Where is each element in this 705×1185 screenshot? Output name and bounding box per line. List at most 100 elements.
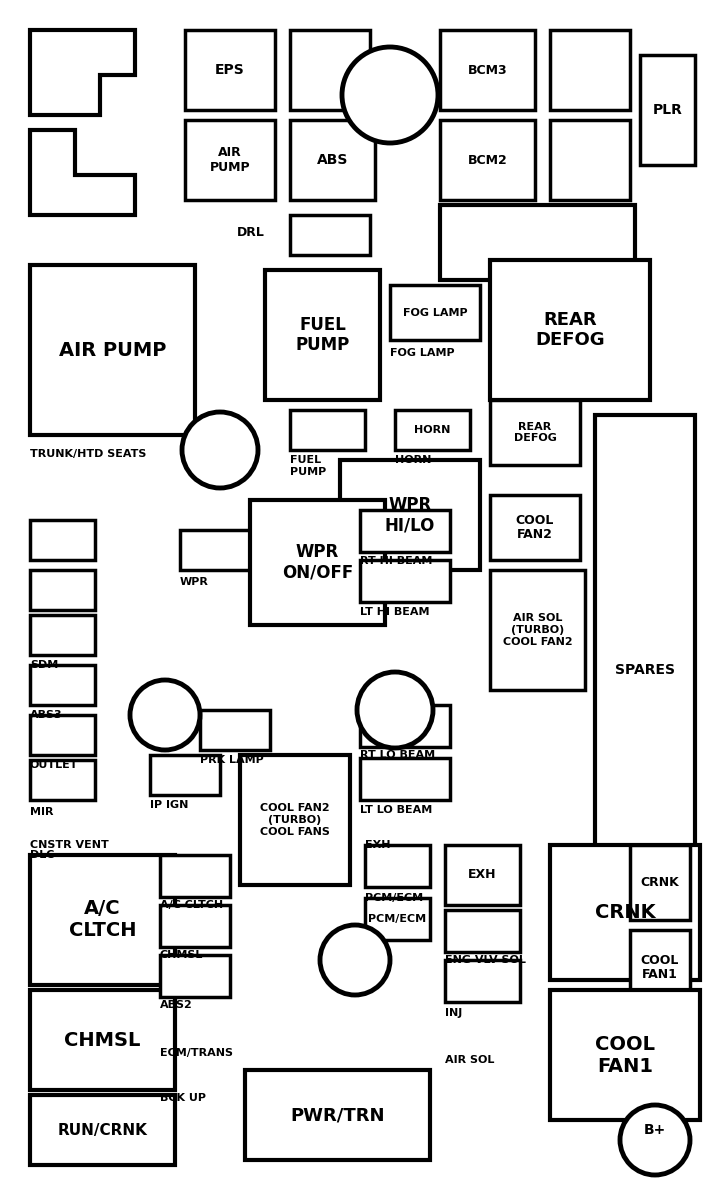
Text: DLC: DLC	[30, 850, 54, 860]
Text: PLR: PLR	[653, 103, 682, 117]
Text: CHMSL: CHMSL	[160, 950, 203, 960]
Text: MIR: MIR	[30, 807, 54, 816]
Bar	[290, 214, 370, 255]
Polygon shape	[30, 30, 135, 115]
Bar	[150, 755, 220, 795]
Bar	[490, 401, 580, 465]
Text: B+: B+	[644, 1123, 666, 1136]
Bar	[550, 30, 630, 110]
Bar	[445, 845, 520, 905]
Bar	[30, 856, 175, 985]
Bar	[360, 758, 450, 800]
Bar	[200, 710, 270, 750]
Text: ABS2: ABS2	[160, 1000, 192, 1010]
Text: REAR
DEFOG: REAR DEFOG	[535, 310, 605, 350]
Bar	[250, 500, 385, 624]
Bar	[240, 755, 350, 885]
Bar	[595, 415, 695, 925]
Text: COOL
FAN1: COOL FAN1	[595, 1035, 655, 1076]
Text: FOG LAMP: FOG LAMP	[403, 307, 467, 318]
Ellipse shape	[130, 680, 200, 750]
Text: TRUNK/HTD SEATS: TRUNK/HTD SEATS	[30, 449, 147, 459]
Text: INJ: INJ	[445, 1008, 462, 1018]
Text: PCM/ECM: PCM/ECM	[365, 893, 423, 903]
Ellipse shape	[182, 412, 258, 488]
Text: EXH: EXH	[468, 869, 497, 882]
Text: BCM2: BCM2	[467, 154, 508, 167]
Bar	[340, 460, 480, 570]
Bar	[160, 856, 230, 897]
Bar	[30, 665, 95, 705]
Bar	[30, 265, 195, 435]
Text: BCM3: BCM3	[467, 64, 508, 77]
Bar	[265, 270, 380, 401]
Bar	[360, 510, 450, 552]
Bar	[630, 930, 690, 1005]
Text: WPR
HI/LO: WPR HI/LO	[385, 495, 435, 534]
Bar	[290, 30, 370, 110]
Bar	[30, 715, 95, 755]
Text: LT LO BEAM: LT LO BEAM	[360, 805, 432, 815]
Text: ECM/TRANS: ECM/TRANS	[160, 1048, 233, 1058]
Bar	[550, 989, 700, 1120]
Text: COOL
FAN2: COOL FAN2	[516, 513, 554, 542]
Text: SDM: SDM	[30, 660, 59, 670]
Bar	[445, 910, 520, 952]
Bar	[490, 495, 580, 561]
Text: LT HI BEAM: LT HI BEAM	[360, 607, 429, 617]
Text: A/C CLTCH: A/C CLTCH	[160, 899, 223, 910]
Polygon shape	[30, 130, 135, 214]
Bar	[365, 898, 430, 940]
Bar	[550, 120, 630, 200]
Text: RUN/CRNK: RUN/CRNK	[58, 1122, 147, 1138]
Bar	[180, 530, 250, 570]
Bar	[440, 120, 535, 200]
Ellipse shape	[342, 47, 438, 143]
Ellipse shape	[620, 1104, 690, 1176]
Bar	[30, 989, 175, 1090]
Text: FOG LAMP: FOG LAMP	[390, 348, 455, 358]
Text: EPS: EPS	[215, 63, 245, 77]
Text: COOL FAN2
(TURBO)
COOL FANS: COOL FAN2 (TURBO) COOL FANS	[260, 803, 330, 837]
Bar	[160, 955, 230, 997]
Text: RT HI BEAM: RT HI BEAM	[360, 556, 432, 566]
Bar	[30, 520, 95, 561]
Text: PCM/ECM: PCM/ECM	[369, 914, 427, 924]
Bar	[445, 960, 520, 1003]
Bar	[640, 55, 695, 165]
Text: CRNK: CRNK	[641, 876, 680, 889]
Text: HORN: HORN	[395, 455, 431, 465]
Text: EXH: EXH	[365, 840, 391, 850]
Text: AIR
PUMP: AIR PUMP	[209, 146, 250, 174]
Bar	[30, 760, 95, 800]
Text: ENG VLV SOL: ENG VLV SOL	[445, 955, 526, 965]
Bar	[390, 286, 480, 340]
Bar	[440, 205, 635, 280]
Text: AIR SOL: AIR SOL	[445, 1055, 494, 1065]
Bar	[440, 30, 535, 110]
Bar	[290, 410, 365, 450]
Text: SPARES: SPARES	[615, 662, 675, 677]
Bar	[365, 845, 430, 888]
Bar	[490, 260, 650, 401]
Text: ABS3: ABS3	[30, 710, 63, 720]
Bar	[360, 561, 450, 602]
Bar	[185, 30, 275, 110]
Bar	[395, 410, 470, 450]
Text: WPR
ON/OFF: WPR ON/OFF	[282, 543, 353, 582]
Text: OUTLET: OUTLET	[30, 760, 78, 770]
Text: CHMSL: CHMSL	[64, 1031, 141, 1050]
Text: WPR: WPR	[180, 577, 209, 587]
Bar	[360, 705, 450, 747]
Text: PRK LAMP: PRK LAMP	[200, 755, 264, 766]
Ellipse shape	[357, 672, 433, 748]
Text: COOL
FAN1: COOL FAN1	[641, 954, 679, 981]
Text: AIR SOL
(TURBO)
COOL FAN2: AIR SOL (TURBO) COOL FAN2	[503, 614, 572, 647]
Bar	[290, 120, 375, 200]
Bar	[160, 905, 230, 947]
Bar	[245, 1070, 430, 1160]
Bar	[185, 120, 275, 200]
Text: FUEL
PUMP: FUEL PUMP	[295, 315, 350, 354]
Text: REAR
DEFOG: REAR DEFOG	[513, 422, 556, 443]
Bar	[550, 845, 700, 980]
